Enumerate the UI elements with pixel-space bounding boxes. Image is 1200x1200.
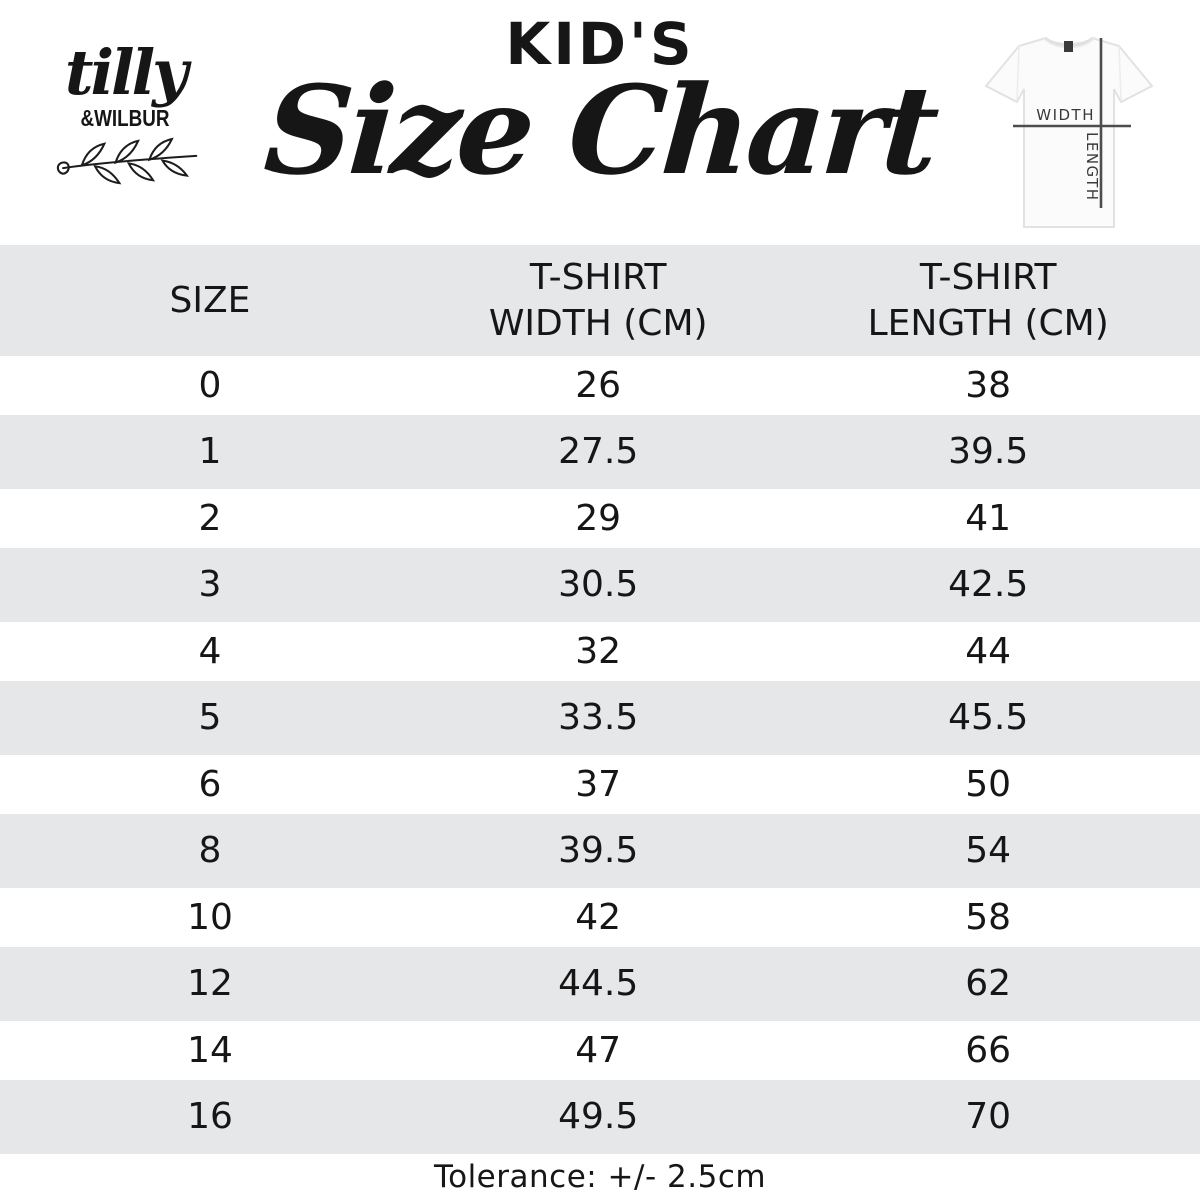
table-row: 8 39.5 54 (0, 814, 1200, 888)
length-cell: 50 (965, 763, 1012, 805)
size-cell: 12 (187, 963, 233, 1004)
width-cell: 33.5 (558, 697, 639, 738)
length-cell: 70 (965, 1096, 1012, 1137)
size-table: SIZE T-SHIRT WIDTH (CM) T-SHIRT LENGTH (… (0, 245, 1200, 1154)
laurel-branch-icon (40, 136, 210, 192)
tshirt-diagram-icon: WIDTH LENGTH (983, 28, 1155, 236)
length-label: LENGTH (1083, 132, 1101, 202)
width-cell: 26 (575, 364, 622, 406)
width-cell: 27.5 (558, 431, 639, 472)
table-row: 1 27.5 39.5 (0, 415, 1200, 489)
length-cell: 44 (965, 630, 1012, 672)
brand-script-text: tilly (64, 36, 188, 109)
width-cell: 47 (575, 1029, 622, 1071)
size-cell: 6 (198, 763, 222, 805)
length-cell: 54 (965, 830, 1012, 871)
table-row: 16 49.5 70 (0, 1080, 1200, 1154)
size-cell: 5 (198, 697, 222, 738)
page-title-kicker: KID'S (505, 10, 695, 78)
column-header-line: T-SHIRT (919, 256, 1057, 298)
table-row: 12 44.5 62 (0, 947, 1200, 1021)
table-row: 6 37 50 (0, 755, 1200, 814)
table-row: 0 26 38 (0, 356, 1200, 415)
width-cell: 49.5 (558, 1096, 639, 1137)
width-cell: 44.5 (558, 963, 639, 1004)
length-cell: 41 (965, 497, 1012, 539)
table-row: 2 29 41 (0, 489, 1200, 548)
column-header-line: SIZE (169, 279, 251, 321)
length-cell: 66 (965, 1029, 1012, 1071)
table-header-row: SIZE T-SHIRT WIDTH (CM) T-SHIRT LENGTH (… (0, 245, 1200, 356)
size-cell: 0 (198, 364, 222, 406)
length-cell: 45.5 (948, 697, 1029, 738)
column-header-line: T-SHIRT (529, 256, 667, 298)
table-row: 10 42 58 (0, 888, 1200, 947)
table-row: 3 30.5 42.5 (0, 548, 1200, 622)
length-cell: 38 (965, 364, 1012, 406)
column-header-length: T-SHIRT LENGTH (CM) (776, 256, 1200, 344)
length-cell: 62 (965, 963, 1012, 1004)
column-header-size: SIZE (0, 279, 420, 321)
table-row: 5 33.5 45.5 (0, 681, 1200, 755)
column-header-line: WIDTH (CM) (488, 302, 708, 344)
size-cell: 4 (198, 630, 222, 672)
size-cell: 8 (198, 830, 222, 871)
table-row: 14 47 66 (0, 1021, 1200, 1080)
tolerance-note: Tolerance: +/- 2.5cm (433, 1159, 767, 1195)
width-cell: 29 (575, 497, 622, 539)
width-label: WIDTH (1036, 106, 1095, 124)
size-cell: 3 (198, 564, 222, 605)
table-row: 4 32 44 (0, 622, 1200, 681)
table-body: 0 26 38 1 27.5 39.5 2 29 41 3 30.5 42.5 4 32 44 5 33.5 45… (0, 356, 1200, 1154)
size-cell: 16 (187, 1096, 233, 1137)
column-header-width: T-SHIRT WIDTH (CM) (420, 256, 776, 344)
column-header-line: LENGTH (CM) (867, 302, 1109, 344)
size-cell: 14 (187, 1029, 233, 1071)
length-cell: 58 (965, 896, 1012, 938)
width-cell: 37 (575, 763, 622, 805)
length-cell: 39.5 (948, 431, 1029, 472)
size-cell: 10 (187, 896, 233, 938)
brand-logo: tilly &WILBUR (40, 36, 210, 192)
width-cell: 42 (575, 896, 622, 938)
size-cell: 2 (198, 497, 222, 539)
brand-sub-text: &WILBUR (80, 104, 170, 131)
width-cell: 30.5 (558, 564, 639, 605)
size-cell: 1 (198, 431, 222, 472)
length-cell: 42.5 (948, 564, 1029, 605)
width-cell: 32 (575, 630, 622, 672)
width-cell: 39.5 (558, 830, 639, 871)
